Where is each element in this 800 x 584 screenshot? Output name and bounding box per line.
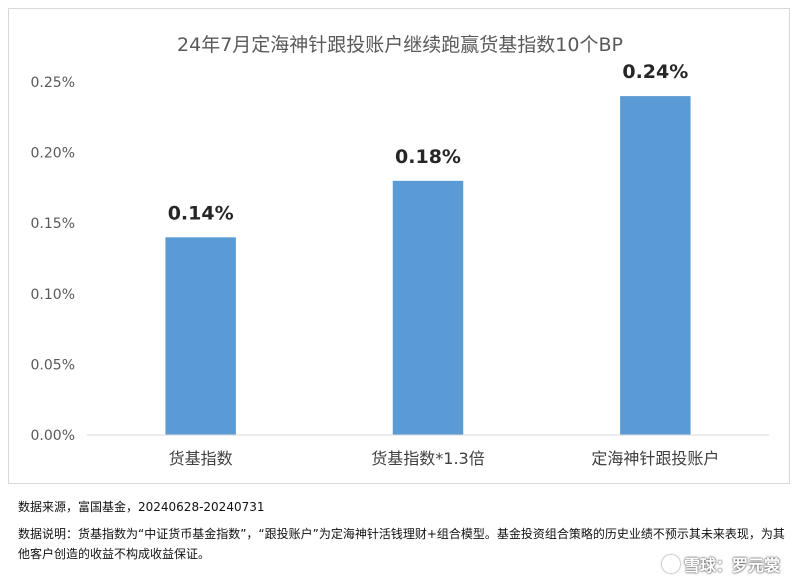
- chart-title: 24年7月定海神针跟投账户继续跑赢货基指数10个BP: [177, 34, 623, 56]
- data-label: 0.14%: [168, 202, 234, 224]
- data-label: 0.18%: [395, 146, 461, 168]
- watermark-text: 雪球：罗元裳: [683, 556, 780, 575]
- y-tick-label: 0.00%: [31, 428, 75, 444]
- chart-frame: 24年7月定海神针跟投账户继续跑赢货基指数10个BP 0.00% 0.05% 0.1…: [8, 8, 790, 484]
- y-tick-label: 0.15%: [31, 216, 75, 232]
- data-label: 0.24%: [622, 61, 688, 83]
- y-tick-label: 0.10%: [31, 287, 75, 303]
- description-note: 数据说明：货基指数为“中证货币基金指数”，“跟投账户”为定海神针活钱理财+组合模…: [18, 527, 785, 561]
- x-tick-label: 货基指数*1.3倍: [371, 449, 484, 468]
- y-tick-label: 0.05%: [31, 357, 75, 373]
- x-tick-label: 货基指数: [169, 449, 233, 468]
- watermark: 雪球：罗元裳: [661, 552, 780, 576]
- snowball-logo-icon: [661, 555, 680, 573]
- source-note: 数据来源，富国基金，20240628-20240731: [18, 500, 265, 514]
- y-tick-label: 0.20%: [31, 146, 75, 162]
- y-axis: 0.00% 0.05% 0.10% 0.15% 0.20% 0.25%: [31, 75, 75, 444]
- bar-chart: 24年7月定海神针跟投账户继续跑赢货基指数10个BP 0.00% 0.05% 0.1…: [31, 34, 769, 468]
- bars-group: 0.14% 0.18% 0.24%: [165, 61, 691, 436]
- bar: [620, 96, 691, 436]
- y-tick-label: 0.25%: [31, 75, 75, 91]
- x-tick-label: 定海神针跟投账户: [591, 449, 719, 468]
- bar: [392, 180, 464, 435]
- bar: [165, 237, 236, 435]
- x-axis: 货基指数 货基指数*1.3倍 定海神针跟投账户: [87, 434, 769, 468]
